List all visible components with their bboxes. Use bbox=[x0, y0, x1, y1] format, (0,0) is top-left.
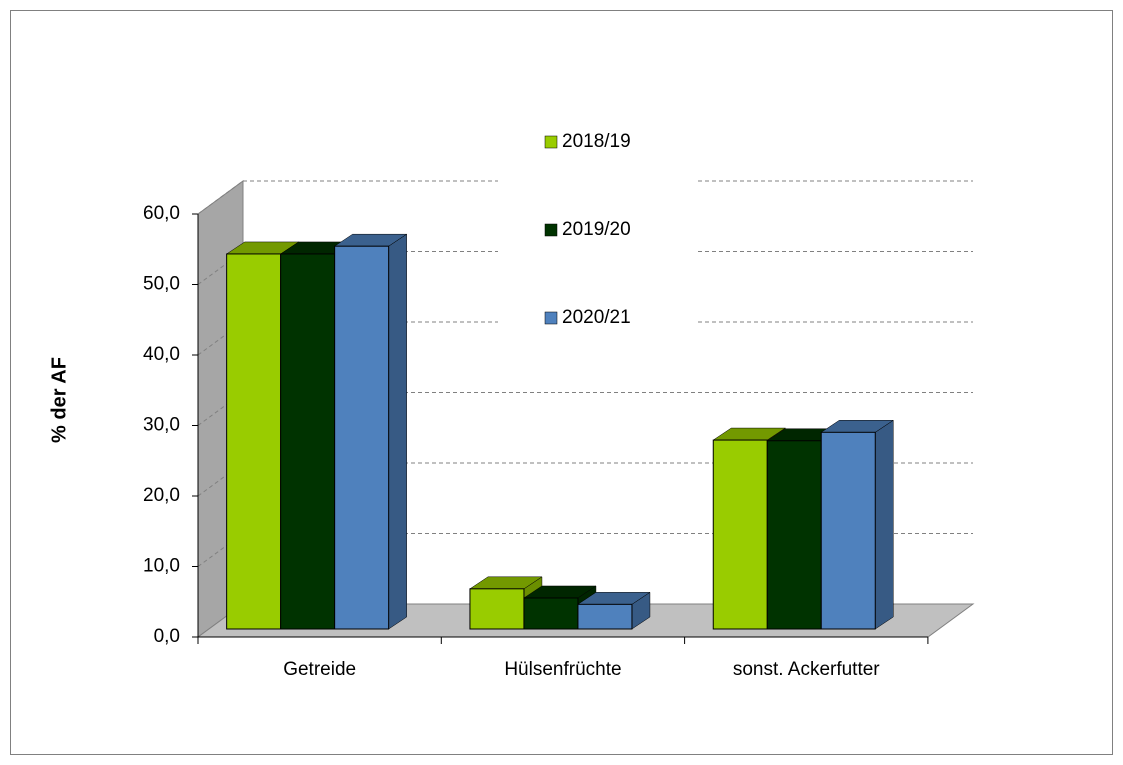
legend-label: 2020/21 bbox=[562, 307, 631, 328]
legend-swatch bbox=[544, 135, 558, 149]
legend-label: 2019/20 bbox=[562, 219, 631, 240]
y-tick-label: 0,0 bbox=[154, 626, 180, 647]
bar-side bbox=[875, 419, 894, 630]
wall-grid-line bbox=[197, 392, 244, 426]
bar bbox=[577, 603, 633, 630]
bar bbox=[712, 439, 768, 630]
y-tick-label: 10,0 bbox=[143, 556, 180, 577]
bar bbox=[469, 588, 525, 630]
x-tick-label: sonst. Ackerfutter bbox=[733, 659, 880, 680]
y-tick-label: 40,0 bbox=[143, 344, 180, 365]
y-tick-label: 20,0 bbox=[143, 485, 180, 506]
bar bbox=[523, 597, 579, 630]
legend-box bbox=[498, 110, 696, 350]
wall-grid-line bbox=[197, 251, 244, 285]
wall-grid-line bbox=[197, 462, 244, 497]
legend-swatch bbox=[544, 311, 558, 325]
bar bbox=[820, 431, 876, 630]
bar-side bbox=[388, 233, 407, 630]
bar bbox=[334, 245, 390, 630]
x-tick-label: Hülsenfrüchte bbox=[504, 659, 621, 680]
bar bbox=[766, 440, 822, 630]
bar bbox=[280, 253, 336, 630]
legend-swatch bbox=[544, 223, 558, 237]
wall-grid-line bbox=[197, 180, 244, 215]
wall-grid-line bbox=[197, 533, 244, 567]
wall-grid-line bbox=[197, 321, 244, 356]
legend-label: 2018/19 bbox=[562, 131, 631, 152]
y-tick-label: 30,0 bbox=[143, 415, 180, 436]
bar bbox=[226, 253, 282, 630]
y-tick-label: 60,0 bbox=[143, 203, 180, 224]
y-axis-label: % der AF bbox=[48, 357, 70, 443]
x-tick-label: Getreide bbox=[283, 659, 356, 680]
y-tick-label: 50,0 bbox=[143, 274, 180, 295]
